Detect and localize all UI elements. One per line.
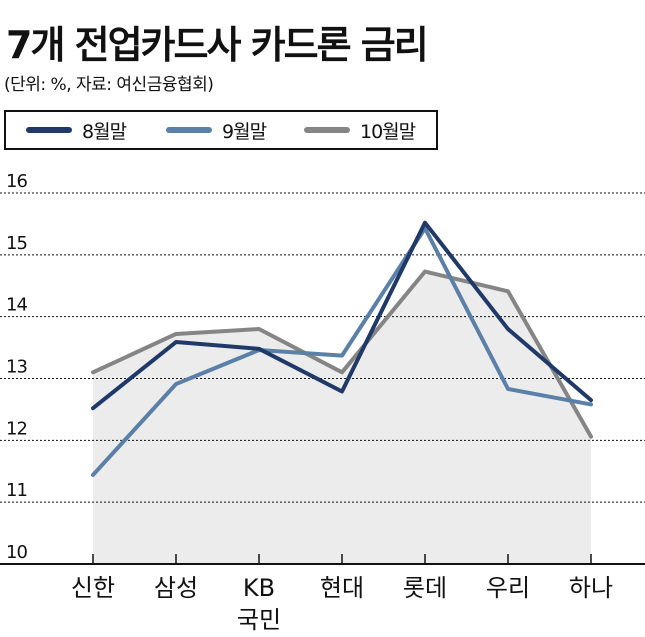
legend-swatch-sep (166, 127, 212, 133)
series-line-sep (91, 226, 593, 477)
x-tick-label-3: 현대 (320, 574, 364, 602)
x-tick-label-1: 삼성 (154, 574, 198, 602)
legend-item-aug: 8월말 (26, 112, 127, 148)
x-tick-label-4: 롯데 (403, 574, 447, 602)
legend-label-sep: 9월말 (222, 120, 267, 143)
x-tick-label-2-1: 국민 (237, 606, 281, 634)
x-tick-label-0: 신한 (71, 574, 115, 602)
y-tick-label-10: 10 (6, 542, 27, 563)
legend-label-oct: 10월말 (360, 120, 416, 143)
y-tick-label-11: 11 (6, 480, 27, 501)
legend-item-oct: 10월말 (304, 112, 416, 148)
shaded-area-oct (93, 271, 591, 564)
x-tick-label-2-0: KB (243, 574, 275, 602)
y-tick-label-12: 12 (6, 418, 27, 439)
legend-swatch-aug (26, 127, 72, 133)
x-tick-label-6: 하나 (569, 574, 613, 602)
legend-swatch-oct (304, 127, 350, 133)
series-line-aug (91, 220, 593, 411)
y-tick-label-16: 16 (6, 171, 27, 192)
y-tick-label-13: 13 (6, 357, 27, 378)
legend: 8월말 9월말 10월말 (4, 110, 438, 150)
x-tick-label-5: 우리 (486, 574, 530, 602)
y-tick-label-14: 14 (6, 295, 27, 316)
y-tick-label-15: 15 (6, 233, 27, 254)
legend-label-aug: 8월말 (82, 120, 127, 143)
chart-title: 7개 전업카드사 카드론 금리 (6, 23, 429, 67)
legend-item-sep: 9월말 (166, 112, 267, 148)
series-line-oct (91, 269, 593, 439)
chart-subtitle: (단위: %, 자료: 여신금융협회) (4, 75, 214, 95)
